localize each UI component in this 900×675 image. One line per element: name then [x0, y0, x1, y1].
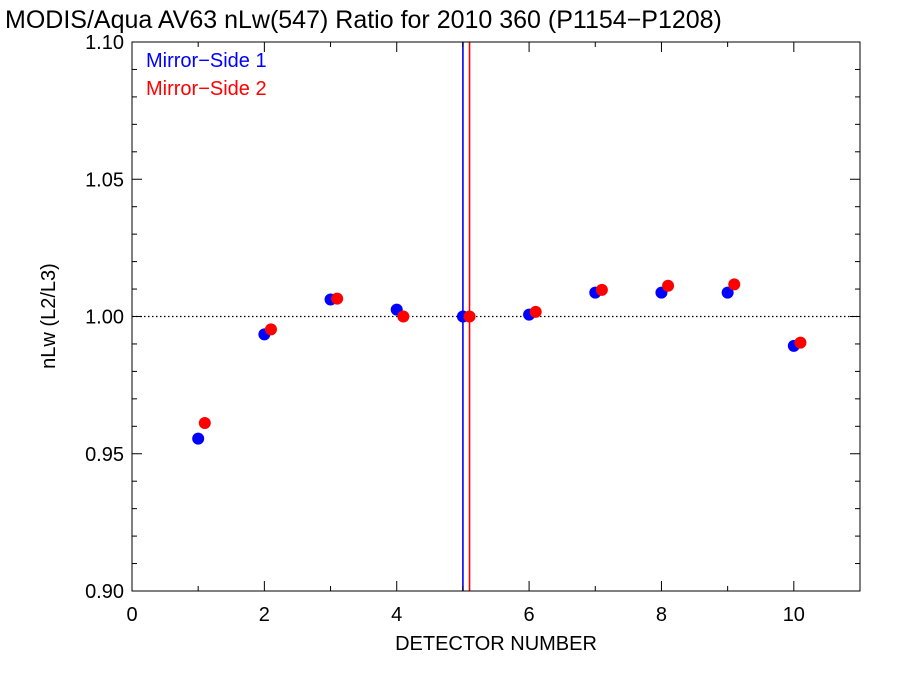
data-point-series-2	[728, 278, 741, 291]
y-tick-label: 1.10	[85, 32, 124, 54]
data-point-series-2	[198, 417, 211, 430]
y-tick-label: 0.95	[85, 444, 124, 466]
legend-entry-mirror-side-2: Mirror−Side 2	[146, 78, 267, 100]
y-tick-label: 1.05	[85, 169, 124, 191]
data-point-series-2	[662, 279, 675, 292]
y-tick-label: 0.90	[85, 581, 124, 603]
data-point-series-1	[192, 432, 205, 445]
data-point-series-2	[595, 283, 608, 296]
y-axis: 0.90 0.95 1.00 1.05 1.10	[85, 32, 860, 603]
data-point-series-1	[721, 286, 734, 299]
x-axis-label: DETECTOR NUMBER	[395, 633, 597, 655]
plot-area	[132, 42, 860, 591]
x-axis: 0 2 4 6 8 10	[126, 42, 861, 626]
y-axis-label: nLw (L2/L3)	[38, 263, 60, 369]
y-tick-label: 1.00	[85, 307, 124, 329]
x-tick-label: 8	[656, 604, 667, 626]
legend-entry-mirror-side-1: Mirror−Side 1	[146, 50, 267, 72]
x-tick-label: 10	[783, 604, 805, 626]
legend: Mirror−Side 1 Mirror−Side 2	[146, 50, 267, 100]
data-point-series-2	[794, 336, 807, 349]
data-point-series-2	[264, 323, 277, 336]
x-tick-label: 6	[524, 604, 535, 626]
data-point-series-2	[529, 305, 542, 318]
data-point-series-2	[331, 292, 344, 305]
x-tick-label: 0	[126, 604, 137, 626]
x-tick-label: 2	[259, 604, 270, 626]
data-point-series-2	[463, 310, 476, 323]
data-point-series-2	[397, 310, 410, 323]
chart-title: MODIS/Aqua AV63 nLw(547) Ratio for 2010 …	[5, 6, 722, 34]
x-tick-label: 4	[391, 604, 402, 626]
